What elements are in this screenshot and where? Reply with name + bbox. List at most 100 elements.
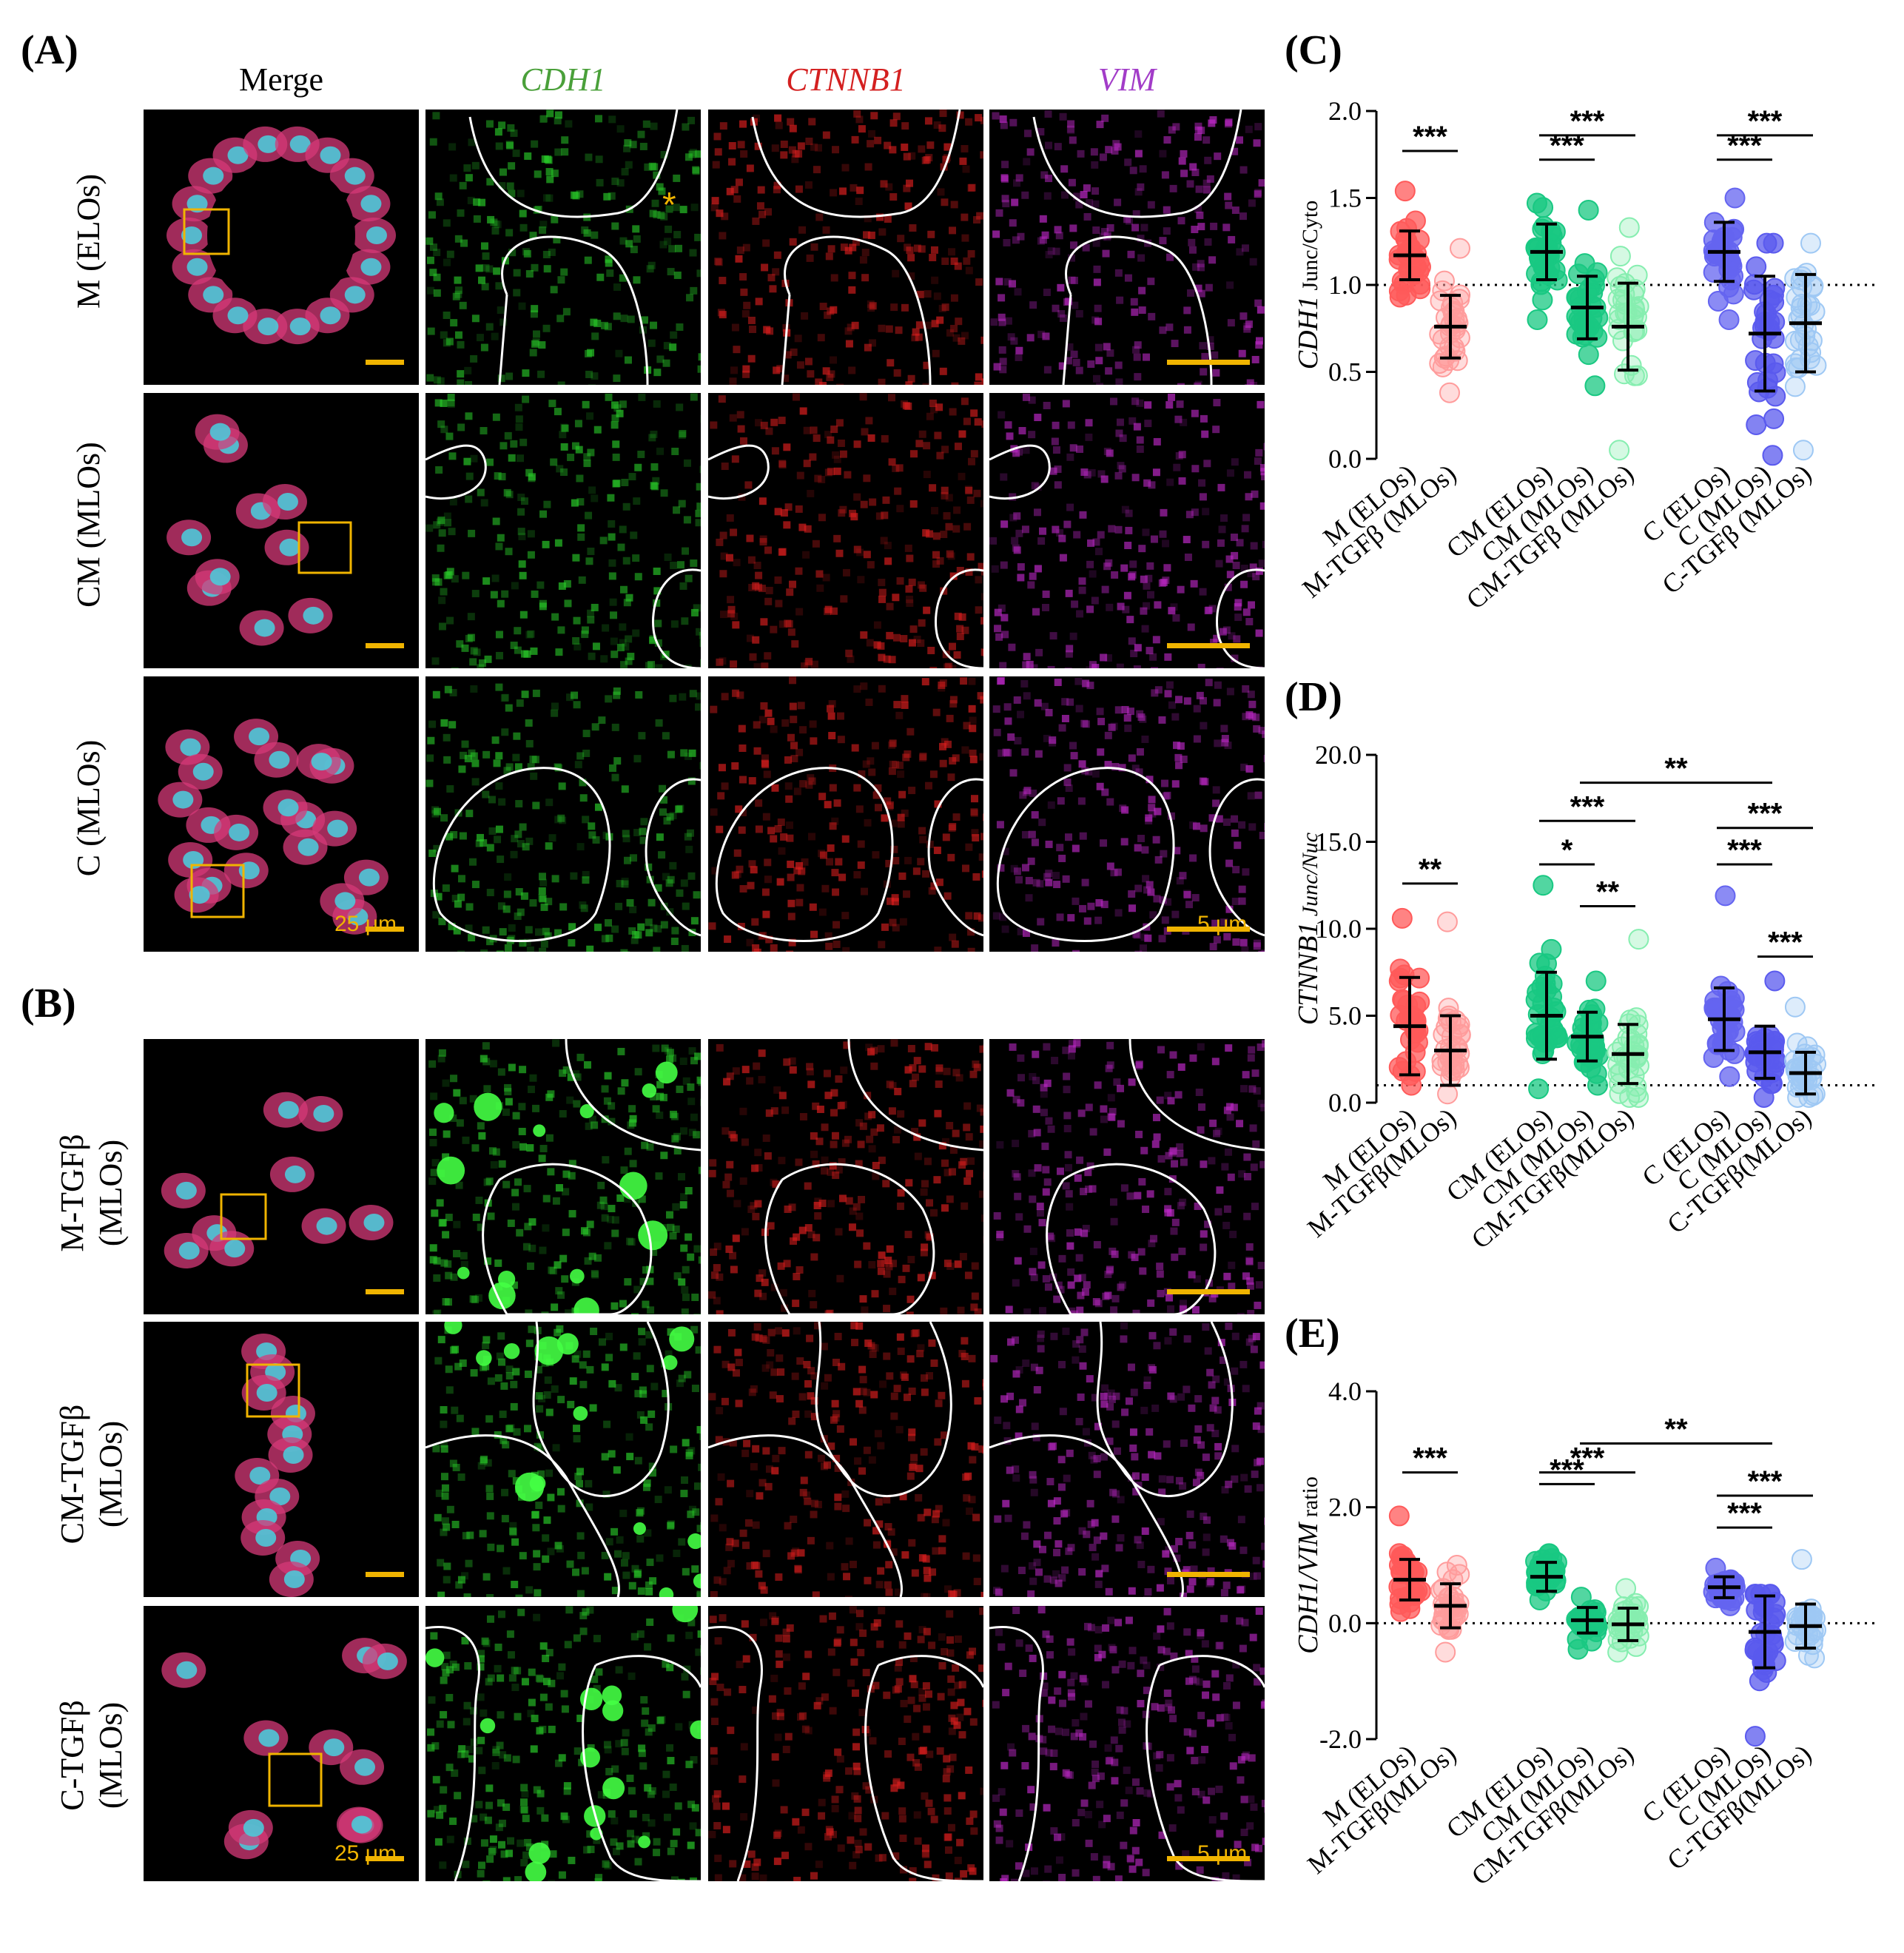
significance-label: ***	[1413, 1442, 1447, 1475]
micrograph-r1-c3	[708, 110, 983, 385]
row-label-a-2: CM (MLOs)	[70, 442, 107, 608]
data-point	[1803, 275, 1824, 297]
micrograph-r4-c2	[425, 1039, 701, 1314]
data-point	[1388, 970, 1410, 992]
significance-label: ***	[1570, 105, 1605, 138]
data-point	[1578, 344, 1599, 366]
row-label-a-1: M (ELOs)	[70, 173, 107, 309]
scale-label-merge-a: 25 μm	[334, 912, 397, 936]
y-tick-label: 0.0	[1328, 444, 1362, 474]
data-point	[1435, 1641, 1456, 1663]
data-point	[1801, 1609, 1823, 1630]
data-point	[1433, 270, 1455, 292]
significance-label: **	[1664, 1414, 1688, 1446]
significance-label: ***	[1413, 121, 1447, 153]
data-point	[1715, 885, 1736, 907]
data-point	[1627, 1034, 1649, 1055]
data-point	[1763, 232, 1784, 254]
y-tick-label: 15.0	[1315, 827, 1362, 857]
data-point	[1396, 241, 1417, 263]
micrograph-r6-c4	[989, 1606, 1265, 1881]
micrograph-r2-c4	[989, 393, 1265, 668]
data-point	[1614, 363, 1635, 385]
data-point	[1722, 995, 1743, 1016]
panel-label-a: (A)	[21, 27, 78, 73]
data-point	[1436, 1562, 1458, 1583]
data-point	[1533, 215, 1555, 237]
data-point	[1574, 253, 1595, 275]
data-point	[1765, 386, 1786, 407]
data-point	[1534, 966, 1555, 987]
data-point	[1405, 1584, 1426, 1606]
data-point	[1407, 1020, 1429, 1041]
data-point	[1532, 993, 1553, 1015]
data-point	[1403, 264, 1424, 286]
data-point	[1799, 295, 1820, 316]
micrograph-r6-c1	[144, 1606, 419, 1881]
data-point	[1533, 875, 1554, 896]
data-point	[1764, 970, 1786, 992]
data-point	[1578, 199, 1599, 221]
data-point	[1439, 382, 1460, 403]
significance-label: ***	[1570, 1442, 1605, 1475]
data-point	[1716, 1023, 1738, 1044]
panel-label-e: (E)	[1285, 1311, 1340, 1357]
data-point	[1450, 238, 1471, 259]
y-tick-label: 0.0	[1328, 1088, 1362, 1117]
data-point	[1746, 414, 1767, 435]
data-point	[1765, 1604, 1786, 1625]
micrograph-r6-c2	[425, 1606, 701, 1881]
y-tick-label: 4.0	[1328, 1376, 1362, 1406]
data-point	[1762, 445, 1783, 466]
data-point	[1433, 1023, 1454, 1045]
data-point	[1784, 996, 1806, 1018]
data-point	[1619, 1627, 1641, 1649]
data-point	[1724, 187, 1746, 209]
chart-e: -2.0 0.0 2.0 4.0 CDH1/VIM ratio M (ELOs) M-TGF…	[1288, 1376, 1894, 1946]
data-point	[1800, 232, 1821, 254]
panel-label-c: (C)	[1285, 27, 1342, 73]
y-tick-label: 0.5	[1328, 357, 1362, 387]
y-tick-label: 0.0	[1328, 1608, 1362, 1638]
micrograph-r5-c4	[989, 1322, 1265, 1597]
data-point	[1394, 181, 1416, 202]
row-label-b-3: C-TGFβ (MLOs)	[54, 1700, 129, 1811]
column-label-cdh1: CDH1	[520, 61, 606, 98]
data-point	[1763, 408, 1785, 429]
y-axis-label: CTNNB1 Junc/Nuc	[1293, 833, 1324, 1025]
column-label-ctnnb1: CTNNB1	[786, 61, 906, 98]
micrograph-r1-c1	[144, 110, 419, 385]
data-point	[1803, 1085, 1824, 1106]
data-point	[1712, 246, 1733, 267]
data-point	[1784, 376, 1806, 397]
micrograph-r2-c2	[425, 393, 701, 668]
data-point	[1578, 999, 1600, 1021]
micrograph-r3-c1	[144, 676, 419, 952]
data-point	[1525, 1028, 1547, 1049]
row-label-b-1: M-TGFβ (MLOs)	[54, 1134, 129, 1252]
micrograph-r5-c1	[144, 1322, 419, 1597]
data-point	[1584, 375, 1606, 397]
data-point	[1746, 256, 1767, 278]
significance-label: ***	[1550, 1453, 1584, 1486]
panel-label-d: (D)	[1285, 674, 1342, 720]
scale-label-zoom-a: 5 μm	[1197, 912, 1248, 936]
column-label-vim: VIM	[1097, 61, 1157, 98]
data-point	[1618, 217, 1640, 238]
y-axis-label: CDH1 Junc/Cyto	[1293, 201, 1324, 369]
micrograph-r4-c1	[144, 1039, 419, 1314]
micrograph-r1-c4	[989, 110, 1265, 385]
data-point	[1626, 1007, 1647, 1029]
micrograph-r2-c1	[144, 393, 419, 668]
significance-label: ***	[1570, 790, 1605, 823]
data-point	[1791, 1549, 1812, 1570]
significance-label: ***	[1727, 834, 1762, 867]
data-point	[1405, 210, 1426, 232]
y-axis-label: CDH1/VIM ratio	[1293, 1476, 1324, 1654]
data-point	[1436, 911, 1458, 932]
y-tick-label: 5.0	[1328, 1001, 1362, 1031]
micrograph-r4-c4	[989, 1039, 1265, 1314]
scale-label-merge-b: 25 μm	[334, 1841, 397, 1866]
